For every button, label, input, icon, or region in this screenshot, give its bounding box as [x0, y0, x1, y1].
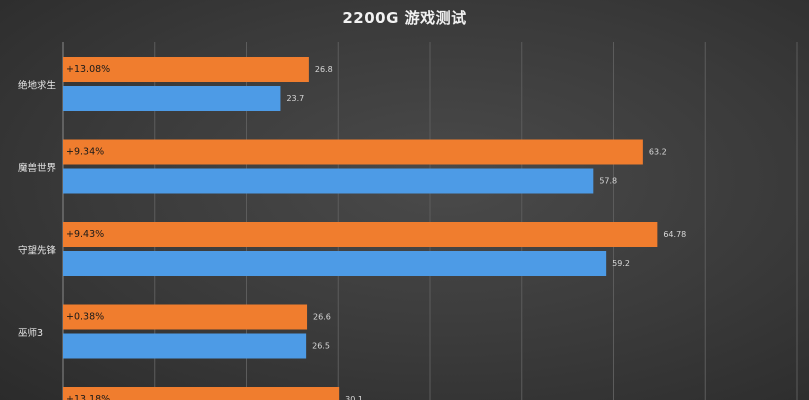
category-label: 绝地求生 [18, 80, 57, 92]
value-label: 23.7 [286, 94, 304, 103]
value-label: 26.8 [315, 65, 333, 74]
bar-blue [63, 86, 281, 111]
bars [63, 57, 658, 400]
category-label: 魔兽世界 [18, 162, 57, 174]
value-label: 63.2 [649, 148, 667, 157]
bar-orange [63, 57, 309, 82]
bar-orange [63, 304, 308, 330]
chart-title: 2200G 游戏测试 [342, 9, 467, 27]
value-label: 64.78 [663, 230, 686, 239]
bar-blue [63, 333, 307, 359]
bar-blue [63, 168, 594, 194]
bar-orange [63, 222, 658, 247]
value-label: 57.8 [599, 177, 617, 186]
percent-label: +0.38% [66, 312, 104, 323]
labels: 绝地求生 26.8 +13.08% 23.7 魔兽世界 63.2 +9.34% 57.8 守望先… [18, 64, 686, 400]
category-label: 巫师3 [18, 327, 43, 339]
value-label: 30.1 [345, 395, 363, 400]
value-label: 26.5 [312, 342, 330, 351]
percent-label: +9.34% [66, 147, 104, 158]
bar-blue [63, 251, 607, 276]
value-label: 26.6 [313, 313, 331, 322]
value-label: 59.2 [612, 259, 630, 268]
bar-orange [63, 387, 340, 400]
bar-orange [63, 139, 643, 165]
percent-label: +13.18% [66, 394, 110, 400]
category-label: 守望先锋 [18, 245, 57, 257]
percent-label: +9.43% [66, 229, 104, 240]
percent-label: +13.08% [66, 64, 110, 75]
